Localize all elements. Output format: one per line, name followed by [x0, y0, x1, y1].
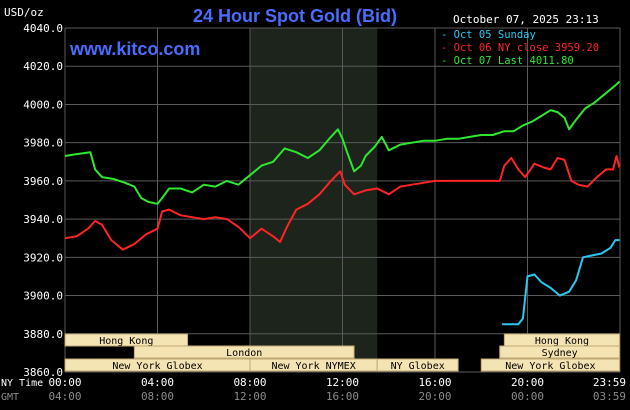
legend-item: - Oct 06 NY close 3959.20 [441, 42, 599, 54]
x-tick-label: 00:00 [511, 390, 544, 403]
y-tick-label: 3900.0 [23, 290, 63, 303]
session-label: Hong Kong [535, 336, 589, 347]
y-tick-label: 3920.0 [23, 251, 63, 264]
x-tick-label: 00:00 [48, 376, 81, 389]
y-axis-unit: USD/oz [4, 6, 44, 19]
y-tick-label: 4000.0 [23, 98, 63, 111]
y-tick-label: 4020.0 [23, 60, 63, 73]
plot-area: 4040.0 4020.0 4000.0 3980.0 3960.0 3940.0 3920… [1, 22, 626, 403]
x-tick-label: 12:00 [233, 390, 266, 403]
y-tick-label: 3880.0 [23, 328, 63, 341]
y-tick-label: 3980.0 [23, 137, 63, 150]
x-tick-label: 23:59 [593, 376, 626, 389]
site-watermark: www.kitco.com [69, 39, 200, 59]
x-axis-row-label: NY Time [1, 378, 43, 389]
series-line [64, 155, 621, 251]
session-box [133, 345, 355, 359]
y-tick-label: 4040.0 [23, 22, 63, 35]
chart-title: 24 Hour Spot Gold (Bid) [193, 6, 397, 26]
session-label: New York Globex [112, 361, 202, 372]
x-tick-label: 16:00 [418, 376, 451, 389]
session-label: Hong Kong [99, 336, 153, 347]
y-tick-label: 3940.0 [23, 213, 63, 226]
y-tick-label: 3860.0 [23, 366, 63, 379]
timestamp: October 07, 2025 23:13 [453, 13, 599, 26]
session-box [480, 358, 621, 372]
y-tick-label: 3960.0 [23, 175, 63, 188]
x-tick-label: 03:59 [593, 390, 626, 403]
session-label: Sydney [542, 348, 578, 359]
legend: - Oct 05 Sunday- Oct 06 NY close 3959.20… [441, 29, 599, 67]
session-label: London [226, 348, 262, 359]
session-box [376, 358, 459, 372]
session-label: New York Globex [505, 361, 595, 372]
x-tick-label: 08:00 [233, 376, 266, 389]
x-tick-label: 12:00 [326, 376, 359, 389]
x-axis-row-label: GMT [1, 392, 19, 403]
x-tick-label: 20:00 [418, 390, 451, 403]
x-tick-label: 04:00 [141, 376, 174, 389]
x-tick-label: 04:00 [48, 390, 81, 403]
x-tick-label: 08:00 [141, 390, 174, 403]
session-box [64, 333, 189, 347]
series-line [64, 80, 621, 205]
x-tick-label: 20:00 [511, 376, 544, 389]
session-label: NY Globex [391, 361, 445, 372]
legend-item: - Oct 05 Sunday [441, 29, 536, 41]
x-tick-label: 16:00 [326, 390, 359, 403]
session-box [499, 345, 621, 359]
series-line [502, 239, 620, 326]
session-label: New York NYMEX [271, 361, 355, 372]
legend-item: - Oct 07 Last 4011.80 [441, 55, 574, 67]
